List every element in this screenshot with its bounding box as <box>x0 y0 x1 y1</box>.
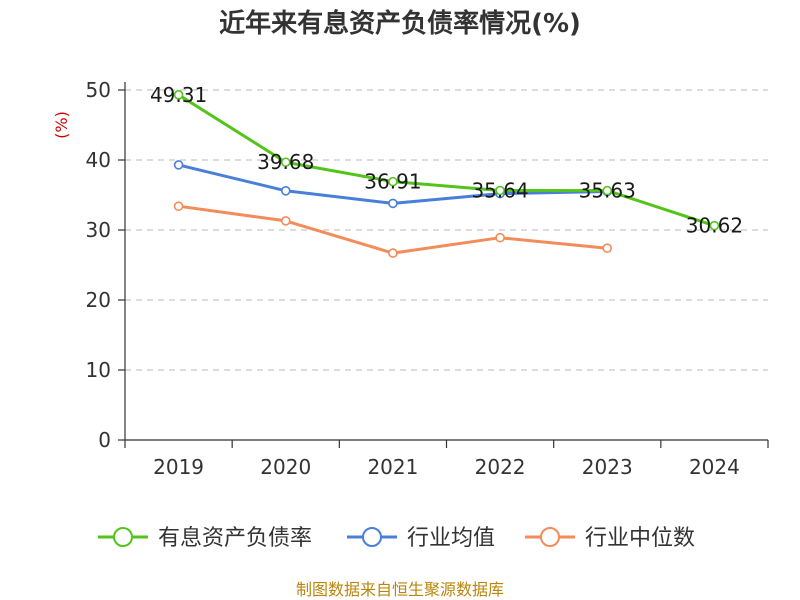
data-label: 39.68 <box>257 150 314 174</box>
x-tick-label: 2022 <box>475 455 526 479</box>
data-point <box>280 186 291 196</box>
data-point <box>280 216 291 226</box>
y-tick-label: 20 <box>86 288 111 312</box>
y-tick-label: 0 <box>98 428 111 452</box>
series-lines <box>173 90 720 258</box>
y-axis-unit-label: (%) <box>52 111 71 139</box>
x-tick-label: 2019 <box>153 455 204 479</box>
data-point <box>602 185 613 196</box>
data-point <box>173 90 184 100</box>
chart-title: 近年来有息资产负债率情况(%) <box>219 8 581 39</box>
legend: 有息资产负债率 行业均值 行业中位数 <box>98 526 695 551</box>
grid-lines <box>125 89 768 371</box>
y-tick-label: 40 <box>86 148 111 172</box>
data-point <box>173 160 184 170</box>
legend-marker <box>540 527 560 547</box>
data-point <box>280 157 291 168</box>
x-tick-label: 2021 <box>367 455 418 479</box>
y-tick-label: 10 <box>86 358 111 382</box>
data-labels: 49.31 39.68 36.91 35.64 35.63 30.62 <box>150 83 743 238</box>
data-point <box>602 243 613 253</box>
data-point <box>388 176 398 187</box>
axes: 0 10 20 30 40 50 2019 2020 2021 2022 2023 2024 <box>86 78 769 479</box>
data-point <box>173 201 184 211</box>
legend-marker <box>362 527 382 547</box>
legend-label: 行业均值 <box>407 526 495 551</box>
data-point <box>709 220 720 231</box>
legend-marker <box>113 527 133 547</box>
data-label: 30.62 <box>686 214 743 238</box>
data-point <box>495 232 505 243</box>
x-tick-label: 2020 <box>260 455 311 479</box>
legend-label: 有息资产负债率 <box>158 526 312 551</box>
y-tick-label: 50 <box>86 78 111 102</box>
data-point <box>495 185 505 196</box>
x-tick-label: 2024 <box>689 455 740 479</box>
data-label: 35.64 <box>471 179 528 203</box>
legend-label: 行业中位数 <box>585 526 695 551</box>
x-tick-label: 2023 <box>582 455 633 479</box>
series-line <box>177 93 715 228</box>
data-point <box>388 248 398 258</box>
data-label: 49.31 <box>150 83 207 107</box>
data-label: 36.91 <box>364 170 421 194</box>
data-point <box>388 198 398 209</box>
y-tick-label: 30 <box>86 218 111 242</box>
data-label: 35.63 <box>579 179 636 203</box>
source-note: 制图数据来自恒生聚源数据库 <box>296 580 504 599</box>
